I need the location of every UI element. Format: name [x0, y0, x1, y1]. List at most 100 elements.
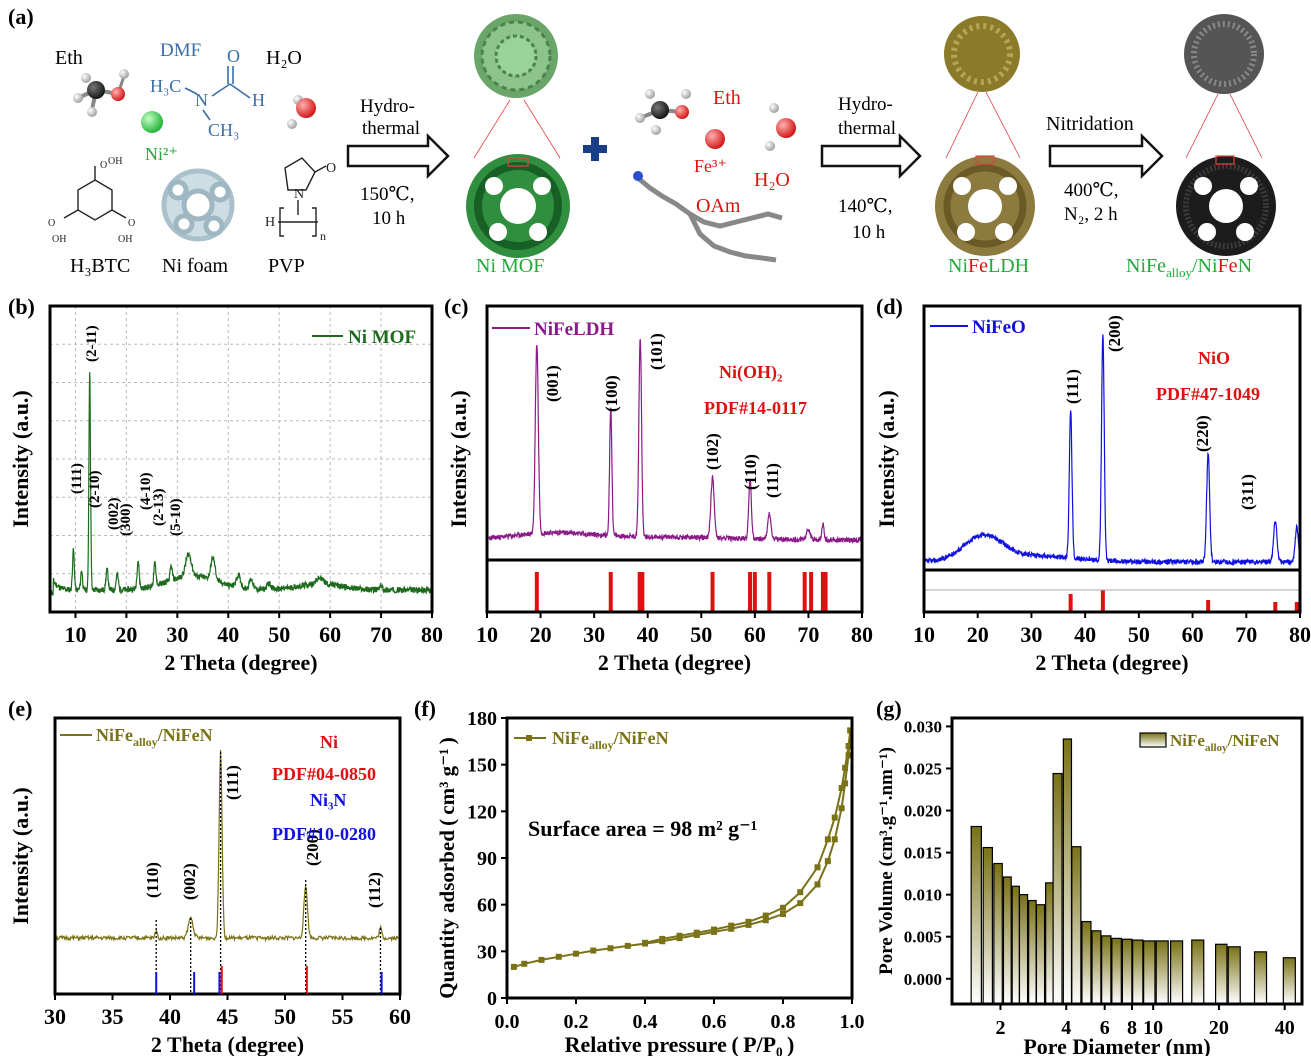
y-tick-label: 30 — [477, 941, 497, 963]
series-point-adsorption — [607, 945, 614, 952]
svg-text:H₃C: H₃C — [150, 76, 181, 96]
x-tick-label: 30 — [166, 622, 188, 647]
reagent-eth-1: Eth — [55, 47, 83, 69]
panel-label-g: (g) — [876, 696, 902, 721]
series-point-adsorption — [521, 960, 528, 967]
x-tick-label: 20 — [530, 622, 552, 647]
x-tick-label: 10 — [1143, 1017, 1163, 1039]
series-point-desorption — [780, 904, 786, 911]
bar — [1091, 930, 1102, 1005]
reference-phase-d: NiO — [1198, 348, 1230, 368]
y-tick-label: 0 — [487, 988, 497, 1010]
y-tick-label: 0.025 — [904, 759, 942, 778]
x-tick-label: 10 — [64, 622, 86, 647]
x-tick-label: 6 — [1100, 1017, 1110, 1039]
label-pvp: PVP — [268, 255, 305, 277]
bar — [1214, 943, 1228, 1005]
x-tick-label: 45 — [217, 1004, 239, 1029]
reagent-water-1: H₂O — [266, 47, 302, 69]
arrow1-top-line2: thermal — [362, 118, 420, 139]
series-point-adsorption — [573, 950, 579, 957]
fe-ion-icon — [705, 129, 725, 149]
x-tick-label: 50 — [1128, 622, 1150, 647]
series-point-desorption — [762, 912, 769, 919]
nife-ldh-icon — [935, 16, 1035, 256]
peak-label: (2-11) — [84, 325, 100, 362]
peak-label: (4-10) — [138, 473, 154, 511]
series-point-desorption — [838, 785, 845, 791]
series-point-adsorption — [838, 805, 845, 812]
label-ni-mof: Ni MOF — [476, 255, 544, 277]
reference-ni: Ni — [320, 732, 338, 752]
y-axis-label-d: Intensity (a.u.) — [874, 390, 899, 528]
arrow2-bottom-line1: 140℃, — [838, 196, 893, 217]
reagent-oam: OAm — [696, 195, 741, 217]
x-tick-label: 40 — [217, 622, 239, 647]
label-h3btc: H₃BTC — [70, 255, 130, 277]
legend-marker-f — [526, 735, 532, 741]
chart-panel-g: (g) 0.000 0.005 0.010 0.015 0.020 0.025 0.030 2 4… — [876, 696, 1304, 1056]
bar — [1111, 937, 1122, 1005]
x-tick-label: 1.0 — [840, 1011, 865, 1033]
legend-label-d: NiFeO — [972, 317, 1026, 338]
peak-label: (100) — [602, 375, 621, 412]
series-point-adsorption — [845, 752, 852, 759]
series-point-desorption — [847, 727, 854, 734]
x-tick-label: 10 — [476, 622, 498, 647]
x-tick-label: 20 — [967, 622, 989, 647]
series-point-desorption — [831, 814, 838, 821]
arrow2-top-line2: thermal — [838, 118, 896, 139]
arrow2-top-line1: Hydro- — [838, 94, 893, 115]
y-axis-label-g: Pore Volume (cm³.g⁻¹.nm⁻¹) — [876, 747, 897, 975]
bar — [1169, 940, 1184, 1005]
pdf-card-c: PDF#14-0117 — [704, 398, 807, 418]
legend-label-e: NiFealloy/NiFeN — [96, 725, 213, 749]
x-axis-label-b: 2 Theta (degree) — [164, 650, 317, 675]
bar — [1071, 846, 1082, 1005]
h3btc-structure-icon: O OH O OH O OH — [48, 156, 135, 245]
bar — [1081, 920, 1092, 1005]
panel-label-f: (f) — [414, 696, 436, 721]
label-nife-ldh: NiFeLDH — [948, 255, 1029, 277]
ethanol-molecule-icon-2 — [635, 89, 691, 135]
peak-label: (111) — [69, 463, 85, 494]
x-tick-label: 2 — [995, 1017, 1005, 1039]
x-axis-label-g: Pore Diameter (nm) — [1023, 1034, 1210, 1056]
series-point-desorption — [845, 743, 852, 749]
y-tick-label: 0.020 — [904, 802, 942, 821]
bar — [1045, 882, 1054, 1005]
bar — [1101, 935, 1112, 1005]
series-point-adsorption — [745, 921, 752, 928]
peak-label: (220) — [1193, 415, 1212, 452]
peak-label: (311) — [1238, 474, 1257, 510]
bar — [1282, 957, 1296, 1005]
bar — [1143, 940, 1156, 1005]
series-point-desorption — [642, 939, 648, 946]
svg-text:H: H — [252, 90, 265, 110]
peak-label: (102) — [703, 433, 722, 470]
y-axis-label-b: Intensity (a.u.) — [8, 390, 33, 528]
bar — [1035, 904, 1046, 1005]
chart-panel-f: (f) 0 30 60 90 120 150 180 0.0 0.2 0.4 0.6 0.8 1.0 Rel… — [414, 696, 865, 1056]
x-tick-label: 40 — [1275, 1017, 1295, 1039]
x-tick-label: 70 — [797, 622, 819, 647]
ni-ion-icon — [141, 111, 163, 133]
bar — [1132, 939, 1144, 1005]
legend-swatch-g — [1139, 732, 1167, 748]
y-tick-label: 0.000 — [904, 970, 942, 989]
svg-text:H: H — [265, 215, 275, 230]
x-tick-label: 55 — [332, 1004, 354, 1029]
x-tick-label: 50 — [268, 622, 290, 647]
series-point-adsorption — [510, 963, 517, 970]
legend-label-b: Ni MOF — [348, 327, 416, 348]
bar — [1052, 772, 1063, 1005]
arrow-hydrothermal-1 — [346, 132, 450, 180]
plot-frame — [48, 304, 434, 614]
plus-icon — [583, 137, 607, 161]
plot-frame — [53, 716, 402, 996]
series-point-adsorption — [538, 956, 545, 963]
series-line-adsorption — [513, 730, 852, 968]
y-tick-label: 0.015 — [904, 844, 942, 863]
series-point-desorption — [711, 926, 717, 933]
